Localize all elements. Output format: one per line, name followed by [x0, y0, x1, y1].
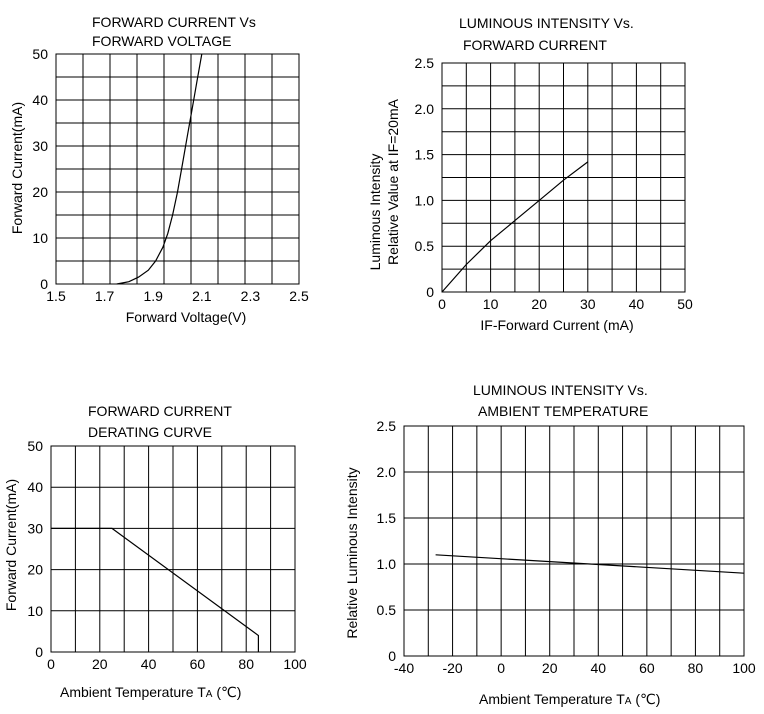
x-tick-label: 100: [732, 660, 756, 676]
x-tick-label: 80: [238, 656, 254, 672]
x-tick-label: 80: [688, 660, 704, 676]
x-tick-label: 1.5: [46, 288, 66, 304]
x-tick-label: 0: [47, 656, 55, 672]
y-tick-label: 20: [27, 562, 43, 578]
x-tick-labels: -40 -20 0 20 40 60 80 100: [394, 660, 756, 676]
x-tick-label: 20: [542, 660, 558, 676]
x-tick-label: 0: [438, 296, 446, 312]
x-tick-label: 20: [531, 296, 547, 312]
plot-grid: [441, 62, 686, 293]
series-line: [435, 554, 745, 574]
x-tick-label: 40: [141, 656, 157, 672]
chart-title-line-1: LUMINOUS INTENSITY Vs.: [473, 382, 648, 398]
x-tick-label: -20: [442, 660, 462, 676]
y-tick-label: 2.5: [377, 418, 397, 434]
y-tick-label: 10: [32, 230, 48, 246]
x-tick-labels: 0 10 20 30 40 50: [438, 296, 693, 312]
x-tick-label: 30: [580, 296, 596, 312]
series-line: [441, 161, 589, 293]
x-tick-label: -40: [394, 660, 414, 676]
chart-title-line-1: LUMINOUS INTENSITY Vs.: [459, 15, 634, 31]
x-axis-label: Forward Voltage(V): [126, 309, 247, 325]
y-axis-label-line-2: Relative Value at IF=20mA: [385, 98, 401, 265]
y-tick-label: 2.5: [415, 55, 435, 71]
series-layer: [116, 53, 203, 285]
y-tick-label: 50: [27, 438, 43, 454]
x-tick-label: 1.7: [95, 288, 115, 304]
x-tick-label: 1.9: [143, 288, 163, 304]
y-tick-labels: 0 10 20 30 40 50: [32, 46, 48, 292]
x-tick-label: 0: [497, 660, 505, 676]
chart-luminous-intensity-vs-temperature: LUMINOUS INTENSITY Vs. AMBIENT TEMPERATU…: [344, 382, 756, 707]
chart-title-line-1: FORWARD CURRENT: [88, 403, 232, 419]
chart-title-line-2: DERATING CURVE: [88, 424, 212, 440]
y-tick-label: 0: [426, 284, 434, 300]
x-tick-label: 2.5: [289, 288, 309, 304]
x-axis-label: IF-Forward Current (mA): [480, 317, 633, 333]
y-tick-label: 40: [27, 479, 43, 495]
x-tick-label: 60: [639, 660, 655, 676]
x-tick-labels: 1.5 1.7 1.9 2.1 2.3 2.5: [46, 288, 309, 304]
y-tick-label: 2.0: [377, 464, 397, 480]
y-tick-label: 1.0: [415, 192, 435, 208]
x-tick-labels: 0 20 40 60 80 100: [47, 656, 307, 672]
y-tick-label: 0.5: [415, 238, 435, 254]
y-tick-label: 0: [35, 644, 43, 660]
chart-title-line-2: FORWARD CURRENT: [463, 37, 607, 53]
y-tick-labels: 0 10 20 30 40 50: [27, 438, 43, 660]
x-tick-label: 40: [629, 296, 645, 312]
series-layer: [435, 554, 745, 574]
y-axis-label-line-1: Luminous Intensity: [367, 154, 383, 271]
x-tick-label: 20: [92, 656, 108, 672]
y-tick-label: 0: [388, 648, 396, 664]
y-tick-label: 1.5: [377, 510, 397, 526]
chart-title-line-1: FORWARD CURRENT Vs: [92, 14, 256, 30]
x-tick-label: 60: [190, 656, 206, 672]
y-tick-label: 40: [32, 92, 48, 108]
x-tick-label: 2.1: [192, 288, 212, 304]
y-axis-label: Forward Current(mA): [3, 479, 19, 611]
y-tick-label: 30: [32, 138, 48, 154]
x-tick-label: 100: [283, 656, 307, 672]
y-axis-label: Relative Luminous Intensity: [344, 467, 360, 638]
y-tick-label: 30: [27, 520, 43, 536]
x-axis-label: Ambient Temperature TA (℃): [479, 691, 660, 707]
series-layer: [441, 161, 589, 293]
y-tick-label: 2.0: [415, 101, 435, 117]
chart-forward-current-vs-voltage: FORWARD CURRENT Vs FORWARD VOLTAGE 1.5 1.…: [9, 14, 309, 325]
y-tick-label: 20: [32, 184, 48, 200]
series-line: [116, 53, 203, 285]
chart-title-line-2: AMBIENT TEMPERATURE: [478, 403, 648, 419]
y-axis-label: Forward Current(mA): [9, 102, 25, 234]
chart-luminous-intensity-vs-current: LUMINOUS INTENSITY Vs. FORWARD CURRENT 0…: [367, 15, 693, 333]
y-tick-labels: 0 0.5 1.0 1.5 2.0 2.5: [377, 418, 397, 664]
y-tick-label: 1.0: [377, 556, 397, 572]
y-tick-label: 0: [40, 276, 48, 292]
plot-grid: [55, 53, 300, 285]
y-tick-labels: 0 0.5 1.0 1.5 2.0 2.5: [415, 55, 435, 300]
x-tick-label: 10: [483, 296, 499, 312]
y-tick-label: 0.5: [377, 602, 397, 618]
chart-forward-current-derating: FORWARD CURRENT DERATING CURVE 0 20 40 60 80…: [3, 403, 307, 700]
y-tick-label: 10: [27, 603, 43, 619]
series-layer: [51, 527, 259, 652]
plot-grid: [50, 445, 296, 653]
series-line: [51, 527, 259, 652]
chart-title-line-2: FORWARD VOLTAGE: [92, 33, 232, 49]
plot-grid: [403, 425, 745, 657]
x-tick-label: 40: [590, 660, 606, 676]
y-tick-label: 50: [32, 46, 48, 62]
x-axis-label: Ambient Temperature TA (℃): [60, 684, 241, 700]
y-tick-label: 1.5: [415, 147, 435, 163]
x-tick-label: 2.3: [241, 288, 261, 304]
x-tick-label: 50: [677, 296, 693, 312]
